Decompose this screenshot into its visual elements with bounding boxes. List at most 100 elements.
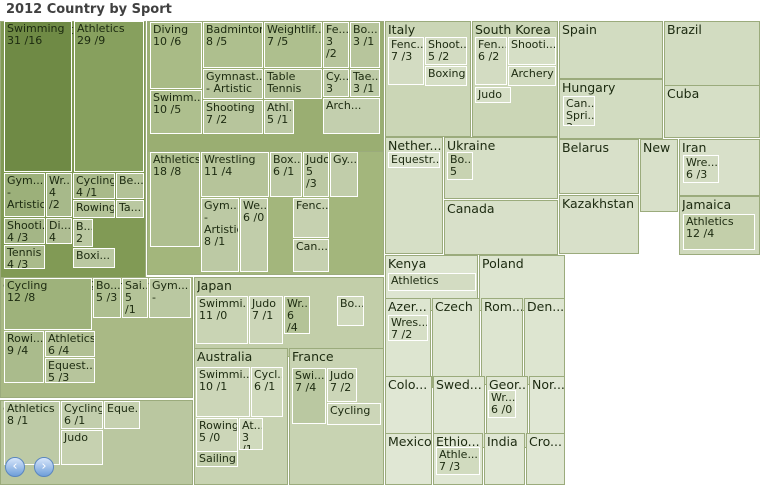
sport-cell[interactable]: Athletics <box>388 273 476 291</box>
sport-label: Athle... 7 /3 <box>439 448 478 473</box>
sport-cell[interactable]: Cycling 12 /8 <box>4 278 92 330</box>
sport-cell[interactable]: Swimming 31 /16 <box>4 21 72 172</box>
sport-cell[interactable]: Swimm... 10 /5 <box>150 90 202 134</box>
sport-cell[interactable]: Gym... - Artistic 8 /1 <box>201 198 239 272</box>
sport-cell[interactable]: Shooti... 4 /3 <box>4 218 45 244</box>
sport-cell[interactable]: Fe... 3 /2 <box>323 22 349 68</box>
sport-cell[interactable]: Rowing <box>73 200 115 218</box>
country-rom[interactable] <box>481 298 523 385</box>
sport-cell[interactable]: Fenc... <box>293 198 329 238</box>
sport-cell[interactable]: Judo <box>61 430 103 465</box>
sport-cell[interactable]: Tae... 3 /1 <box>350 69 380 97</box>
sport-label: Cycling <box>330 404 371 417</box>
sport-cell[interactable]: Equest... 5 /3 <box>45 358 95 383</box>
sport-cell[interactable]: Cycl... 6 /1 <box>251 367 283 417</box>
sport-cell[interactable]: Eque... <box>104 401 140 429</box>
sport-cell[interactable]: Judo 7 /1 <box>249 296 283 344</box>
sport-cell[interactable]: Sai... 5 /1 <box>122 278 148 318</box>
sport-cell[interactable]: Arch... <box>323 98 380 134</box>
sport-cell[interactable]: Swimmi... 10 /1 <box>196 367 250 417</box>
sport-cell[interactable]: Swi... 7 /4 <box>292 368 326 424</box>
back-icon[interactable]: ‹ <box>5 457 25 477</box>
sport-cell[interactable]: Weightlif... 7 /5 <box>264 22 322 68</box>
country-azer[interactable] <box>385 298 431 386</box>
sport-cell[interactable]: Ta... <box>116 200 144 218</box>
sport-cell[interactable]: Archery <box>508 66 556 86</box>
sport-label: Athl... 5 /1 <box>267 101 293 126</box>
country-brazil[interactable] <box>664 21 760 86</box>
sport-cell[interactable]: Table Tennis <box>264 69 322 99</box>
sport-cell[interactable]: Swimmi... 11 /0 <box>196 296 248 344</box>
country-new[interactable] <box>640 139 678 212</box>
sport-cell[interactable]: Bo... <box>337 296 364 326</box>
sport-cell[interactable]: B... 2 ... <box>73 219 93 247</box>
sport-cell[interactable]: Equestr... <box>388 152 440 168</box>
sport-cell[interactable]: Gym... - <box>149 278 191 318</box>
sport-cell[interactable]: Bo... 5 /2 <box>447 152 473 180</box>
sport-cell[interactable]: Wr... 6 /4 <box>284 296 310 334</box>
sport-cell[interactable]: Shooting 7 /2 <box>203 100 263 134</box>
sport-cell[interactable]: Cycling 6 /1 <box>61 401 103 429</box>
sport-cell[interactable]: Shoot... 5 /2 <box>425 37 467 65</box>
sport-cell[interactable]: Athletics 29 /9 <box>74 21 144 172</box>
country-label: South Korea <box>475 22 551 37</box>
country-label: Jamaica <box>682 197 732 212</box>
sport-cell[interactable]: Di... 4 ... <box>46 218 72 244</box>
sport-cell[interactable]: Gy... <box>330 152 358 197</box>
country-kazakhstan[interactable] <box>559 195 639 254</box>
sport-cell[interactable]: Bo... 3 /1 <box>350 22 380 68</box>
forward-icon[interactable]: › <box>34 457 54 477</box>
country-czech[interactable] <box>432 298 480 388</box>
sport-cell[interactable]: Badminton 8 /5 <box>203 22 263 68</box>
country-label: Poland <box>482 256 524 271</box>
sport-cell[interactable]: Wre... 6 /3 <box>683 155 719 183</box>
sport-cell[interactable]: Wr... 4 /2 <box>46 173 72 217</box>
sport-cell[interactable]: Cycling 4 /1 <box>73 173 115 199</box>
sport-label: Shooti... 4 /3 <box>7 219 45 244</box>
sport-cell[interactable]: Athl... 5 /1 <box>264 100 294 134</box>
sport-cell[interactable]: Tennis 4 /3 <box>4 245 45 269</box>
sport-cell[interactable]: Cycling <box>327 403 381 425</box>
sport-cell[interactable]: Box... 6 /1 <box>270 152 302 197</box>
sport-cell[interactable]: We... 6 /0 <box>240 198 268 272</box>
sport-label: Shooti... <box>511 38 556 51</box>
sport-cell[interactable]: Rowing 5 /0 <box>196 418 238 452</box>
sport-cell[interactable]: At... 3 /1 <box>239 418 263 450</box>
sport-cell[interactable]: Gymnast... - Artistic <box>203 69 263 99</box>
sport-cell[interactable]: Can... <box>293 239 329 272</box>
sport-cell[interactable]: Judo 5 /3 <box>303 152 329 197</box>
sport-cell[interactable]: Athletics 6 /4 <box>45 331 95 357</box>
country-belarus[interactable] <box>559 139 639 194</box>
sport-cell[interactable]: Judo 7 /2 <box>327 368 357 402</box>
sport-cell[interactable]: Athletics 18 /8 <box>150 152 200 247</box>
sport-cell[interactable]: Boxi... <box>73 248 115 268</box>
sport-cell[interactable]: Can... Spri... 3 ... <box>563 96 595 126</box>
country-spain[interactable] <box>559 21 663 79</box>
sport-cell[interactable]: Fenc... 7 /3 <box>388 37 424 85</box>
sport-label: Bo... <box>340 297 364 310</box>
sport-cell[interactable]: Athle... 7 /3 <box>436 447 480 475</box>
sport-cell[interactable]: Shooti... <box>508 37 556 65</box>
sport-cell[interactable]: Boxing <box>425 66 467 86</box>
sport-cell[interactable]: Athletics 8 /1 <box>4 401 60 465</box>
sport-cell[interactable]: Be... <box>116 173 144 199</box>
sport-cell[interactable]: Athletics 12 /4 <box>683 214 755 250</box>
country-cro[interactable] <box>526 433 565 485</box>
country-india[interactable] <box>484 433 525 485</box>
sport-cell[interactable]: Cy... 3 /0 <box>323 69 349 97</box>
sport-cell[interactable]: Wres... 7 /2 <box>388 315 428 341</box>
sport-cell[interactable]: Bo... 5 /3 <box>93 278 121 318</box>
sport-cell[interactable]: Gym... - Artistic <box>4 173 45 217</box>
country-canada[interactable] <box>444 200 558 255</box>
sport-label: Wre... 6 /3 <box>686 156 718 181</box>
sport-cell[interactable]: Wrestling 11 /4 <box>201 152 269 197</box>
country-cuba[interactable] <box>664 85 760 138</box>
sport-cell[interactable]: Rowi... 9 /4 <box>4 331 44 383</box>
sport-label: Cycling 4 /1 <box>76 174 115 199</box>
sport-cell[interactable]: Sailing 4 /3 <box>196 451 238 467</box>
sport-cell[interactable]: Diving 10 /6 <box>150 22 202 89</box>
sport-cell[interactable]: Fen... 6 /2 <box>475 37 507 85</box>
sport-cell[interactable]: Wr... 6 /0 <box>488 390 516 418</box>
sport-cell[interactable]: Judo <box>475 87 511 103</box>
